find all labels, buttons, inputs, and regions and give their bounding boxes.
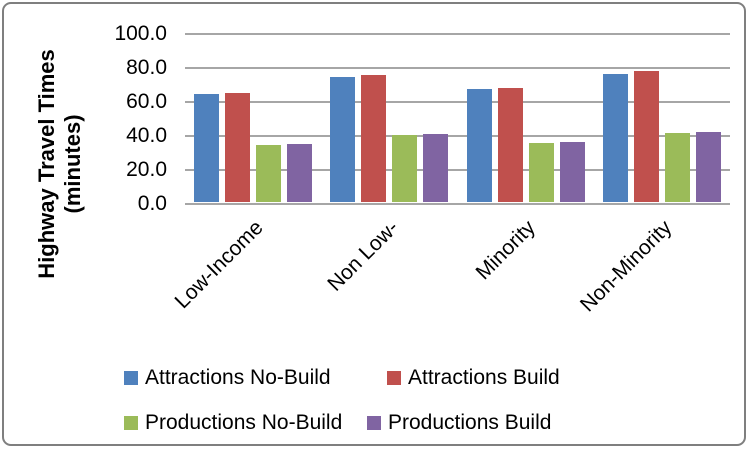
bar-attractions-no-build-minority (466, 89, 492, 202)
bar-productions-no-build-non-minority (664, 133, 690, 202)
y-tick-label: 20.0 (126, 158, 167, 181)
y-axis-title-line1: Highway Travel Times (34, 49, 60, 279)
bar-productions-no-build-minority (528, 142, 554, 202)
legend-item-productions-no-build: Productions No-Build (124, 410, 342, 436)
bar-productions-build-minority (559, 141, 585, 202)
bar-attractions-build-non-low- (361, 74, 387, 202)
y-axis-title-line2: (minutes) (60, 114, 86, 214)
legend-swatch-icon (387, 371, 401, 385)
legend-label: Attractions Build (408, 366, 560, 389)
legend-item-attractions-no-build: Attractions No-Build (124, 365, 331, 391)
x-axis-label-low-income: Low-Income (170, 216, 268, 314)
bar-productions-no-build-low-income (256, 144, 282, 202)
y-tick-label: 0.0 (137, 192, 167, 215)
bar-attractions-build-minority (497, 87, 523, 202)
legend-label: Productions Build (388, 411, 552, 434)
bar-attractions-no-build-low-income (194, 94, 220, 202)
gridline (185, 169, 730, 171)
legend-item-attractions-build: Attractions Build (387, 365, 560, 391)
bar-productions-build-non-low- (423, 134, 449, 202)
bar-attractions-no-build-non-low- (330, 77, 356, 202)
gridline (185, 33, 730, 35)
legend-swatch-icon (124, 371, 138, 385)
legend-swatch-icon (367, 416, 381, 430)
bar-productions-build-low-income (287, 143, 313, 202)
legend-label: Productions No-Build (145, 411, 343, 434)
x-axis-label-minority: Minority (471, 216, 540, 285)
x-axis-line (185, 203, 730, 205)
gridline (185, 101, 730, 103)
legend-swatch-icon (124, 416, 138, 430)
y-tick-label: 40.0 (126, 124, 167, 147)
gridline (185, 67, 730, 69)
x-axis-label-non-low-: Non Low- (323, 216, 404, 296)
bar-attractions-build-non-minority (633, 71, 659, 202)
y-tick-label: 80.0 (126, 56, 167, 79)
y-axis-title-text: Highway Travel Times (minutes) (34, 49, 86, 278)
plot-area (185, 33, 730, 205)
gridline (185, 135, 730, 137)
bar-attractions-no-build-non-minority (602, 73, 628, 202)
legend-label: Attractions No-Build (145, 366, 331, 389)
bar-productions-build-non-minority (695, 131, 721, 202)
legend-item-productions-build: Productions Build (367, 410, 551, 436)
chart-frame: Highway Travel Times (minutes) 100.0 80.0… (2, 2, 746, 446)
y-tick-label: 60.0 (126, 90, 167, 113)
x-axis-label-non-minority: Non-Minority (575, 216, 677, 317)
bar-attractions-build-low-income (225, 92, 251, 202)
y-tick-label: 100.0 (114, 22, 167, 45)
bar-productions-no-build-non-low- (392, 135, 418, 202)
